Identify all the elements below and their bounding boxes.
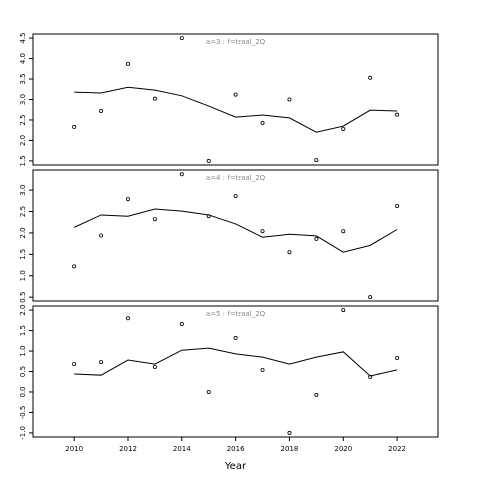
- y-tick-label: 3.5: [19, 73, 27, 84]
- data-point: [314, 236, 319, 241]
- y-tick-label: 4.5: [19, 33, 27, 44]
- data-point: [206, 389, 211, 394]
- y-tick-label: 1.0: [19, 345, 27, 356]
- x-tick-label: 2012: [119, 445, 137, 453]
- x-tick-label: 2020: [334, 445, 352, 453]
- y-tick-label: -0.5: [19, 406, 27, 420]
- data-point: [152, 96, 157, 101]
- data-point: [287, 430, 292, 435]
- data-point: [287, 97, 292, 102]
- fit-line: [74, 86, 398, 133]
- x-tick-label: 2010: [65, 445, 83, 453]
- y-tick-label: -1.0: [19, 426, 27, 440]
- data-point: [233, 194, 238, 199]
- y-tick-label: 3.0: [19, 185, 27, 196]
- data-point: [395, 203, 400, 208]
- data-point: [125, 61, 130, 66]
- fit-line: [73, 208, 398, 253]
- data-point: [233, 92, 238, 97]
- y-tick-label: 3.0: [19, 94, 27, 105]
- panel-frame: [32, 169, 439, 302]
- y-tick-label: 2.0: [19, 305, 27, 316]
- data-point: [179, 322, 184, 327]
- data-point: [341, 229, 346, 234]
- y-tick-label: 0.0: [19, 386, 27, 397]
- data-point: [99, 360, 104, 365]
- y-tick-label: 2.0: [19, 135, 27, 146]
- data-point: [341, 126, 346, 131]
- x-tick-label: 2018: [281, 445, 299, 453]
- panel-title: a=4 : f=traal_2Q: [206, 174, 266, 182]
- data-point: [341, 308, 346, 313]
- data-point: [395, 355, 400, 360]
- panel-title: a=5 : f=traal_2Q: [206, 310, 266, 318]
- y-tick-label: 1.5: [19, 325, 27, 336]
- y-tick-label: 2.5: [19, 114, 27, 125]
- data-point: [368, 75, 373, 80]
- data-point: [125, 197, 130, 202]
- data-point: [125, 316, 130, 321]
- data-point: [152, 364, 157, 369]
- panel-frame: [32, 33, 439, 166]
- y-tick-label: 1.0: [19, 270, 27, 281]
- data-point: [72, 362, 77, 367]
- data-point: [287, 250, 292, 255]
- y-tick-label: 2.0: [19, 227, 27, 238]
- data-point: [395, 112, 400, 117]
- y-tick-label: 1.5: [19, 249, 27, 260]
- data-point: [99, 233, 104, 238]
- y-tick-label: 4.0: [19, 53, 27, 64]
- data-point: [72, 124, 77, 129]
- panel-title: a=3 : f=traal_2Q: [206, 38, 266, 46]
- y-tick-label: 1.5: [19, 155, 27, 166]
- fit-line: [74, 347, 398, 377]
- data-point: [233, 335, 238, 340]
- data-point: [179, 36, 184, 41]
- data-point: [260, 120, 265, 125]
- data-point: [260, 229, 265, 234]
- data-point: [260, 367, 265, 372]
- x-tick-label: 2014: [173, 445, 191, 453]
- x-tick-label: 2016: [227, 445, 245, 453]
- data-point: [152, 217, 157, 222]
- x-tick-label: 2022: [388, 445, 406, 453]
- data-point: [72, 264, 77, 269]
- data-point: [206, 158, 211, 163]
- panel-frame: [32, 305, 439, 438]
- data-point: [179, 172, 184, 177]
- data-point: [368, 295, 373, 300]
- x-axis-label: Year: [224, 461, 247, 472]
- y-tick-label: 2.5: [19, 206, 27, 217]
- y-tick-label: 0.5: [19, 366, 27, 377]
- data-point: [99, 108, 104, 113]
- data-point: [368, 374, 373, 379]
- data-point: [314, 158, 319, 163]
- y-tick-label: 0.5: [19, 292, 27, 303]
- data-point: [314, 392, 319, 397]
